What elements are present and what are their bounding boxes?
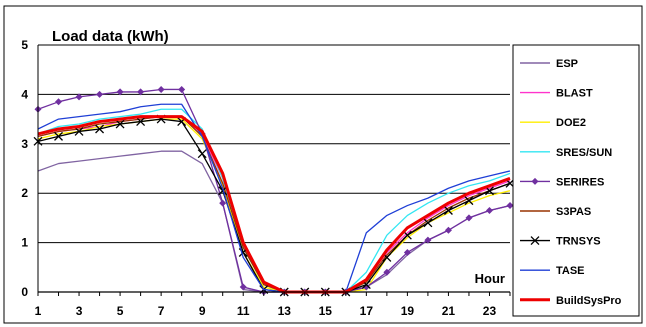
legend-item: TASE <box>520 265 585 277</box>
legend-item: BuildSysPro <box>520 295 622 307</box>
data-point <box>424 236 432 244</box>
data-point <box>506 202 514 210</box>
x-tick-label: 1 <box>35 304 42 318</box>
data-point <box>157 85 165 93</box>
x-tick-label: 13 <box>278 304 292 318</box>
legend: ESP BLAST DOE2 SRES/SUN SERIRES S3PAS TRNSYS TA… <box>512 44 640 317</box>
x-tick-label: 5 <box>117 304 124 318</box>
legend-label: ESP <box>556 58 578 70</box>
data-point <box>403 248 411 256</box>
legend-item: SRES/SUN <box>520 147 612 159</box>
axes <box>3 5 643 324</box>
chart-title: Load data (kWh) <box>52 28 169 45</box>
legend-label: SRES/SUN <box>556 147 612 159</box>
data-point <box>74 126 84 136</box>
data-point <box>219 199 227 207</box>
data-point <box>75 93 83 101</box>
data-point <box>178 85 186 93</box>
legend-label: TRNSYS <box>556 236 601 248</box>
legend-label: TASE <box>556 265 585 277</box>
x-tick-label: 15 <box>319 304 333 318</box>
chart-border <box>3 5 643 324</box>
x-tick-label: 7 <box>158 304 165 318</box>
data-point <box>116 88 124 96</box>
y-tick-label: 2 <box>21 186 28 200</box>
x-tick-label: 3 <box>76 304 83 318</box>
legend-label: SERIRES <box>556 176 604 188</box>
x-tick-label: 11 <box>237 304 250 318</box>
y-tick-label: 0 <box>21 285 28 299</box>
legend-marker <box>531 177 539 185</box>
data-point <box>423 218 433 228</box>
data-point <box>96 90 104 98</box>
legend-item: BLAST <box>520 88 593 100</box>
data-point <box>485 206 493 214</box>
series-buildsyspro <box>37 115 511 294</box>
legend-item: ESP <box>520 58 578 70</box>
legend-item: SERIRES <box>520 176 604 188</box>
x-tick-label: 23 <box>483 304 497 318</box>
x-tick-label: 21 <box>442 304 456 318</box>
data-point <box>95 124 105 134</box>
data-point <box>55 98 63 106</box>
x-axis-label: Hour <box>475 271 505 286</box>
data-point <box>443 206 453 215</box>
x-tick-label: 9 <box>199 304 206 318</box>
data-point <box>239 283 247 291</box>
legend-item: S3PAS <box>520 206 591 218</box>
legend-item: DOE2 <box>520 117 586 129</box>
legend-label: S3PAS <box>556 206 591 218</box>
series-tase <box>37 103 511 293</box>
data-point <box>115 119 125 129</box>
legend-label: DOE2 <box>556 117 586 129</box>
data-point <box>464 196 474 206</box>
y-tick-label: 5 <box>21 38 28 52</box>
data-point <box>383 268 391 276</box>
y-tick-label: 4 <box>21 87 28 101</box>
series-line-tase <box>37 103 511 293</box>
legend-marker <box>530 236 540 246</box>
x-tick-label: 19 <box>401 304 415 318</box>
grid-lines <box>38 44 510 244</box>
data-point <box>137 88 145 96</box>
y-tick-label: 3 <box>21 137 28 151</box>
data-point <box>136 117 146 127</box>
data-point <box>465 214 473 222</box>
legend-label: BuildSysPro <box>556 295 622 307</box>
x-tick-label: 17 <box>360 304 374 318</box>
legend-label: BLAST <box>556 88 593 100</box>
data-point <box>444 226 452 234</box>
legend-item: TRNSYS <box>520 236 601 248</box>
data-point <box>197 149 207 159</box>
y-tick-label: 1 <box>21 236 28 250</box>
series-line-buildsyspro <box>37 115 511 294</box>
data-point <box>218 186 228 196</box>
data-point <box>54 131 63 141</box>
